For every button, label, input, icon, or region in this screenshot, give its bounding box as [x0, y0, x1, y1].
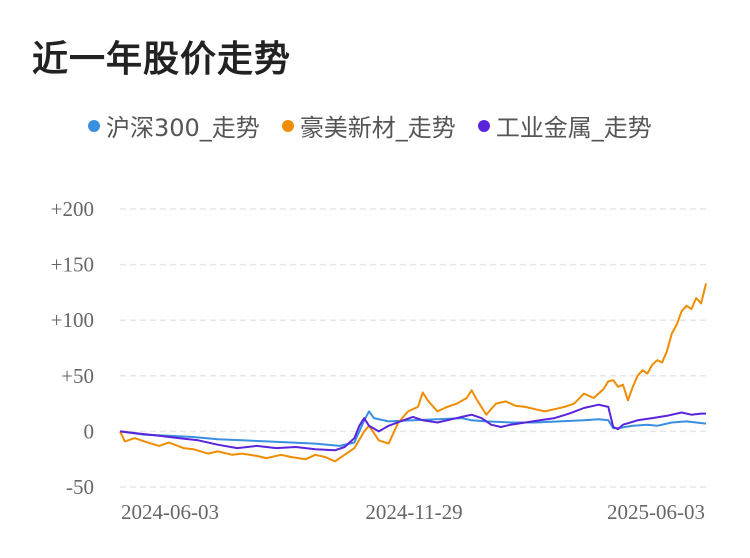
- legend-label-metal: 工业金属_走势: [495, 114, 652, 142]
- x-axis-ticks: 2024-06-03 2024-11-29 2025-06-03: [121, 500, 705, 524]
- series-lines: [119, 283, 707, 463]
- legend-dot-haomei: [281, 119, 294, 132]
- y-tick-label: +50: [61, 364, 94, 388]
- x-tick-label: 2025-06-03: [607, 500, 705, 524]
- chart-title: 近一年股价走势: [32, 39, 292, 80]
- grid-lines: [120, 208, 706, 488]
- y-tick-label: +150: [51, 253, 94, 277]
- legend-dot-metal: [477, 119, 490, 132]
- series-line-2: [119, 403, 706, 452]
- y-tick-label: +200: [51, 197, 94, 221]
- y-axis-ticks: +200 +150 +100 +50 0 -50: [51, 197, 94, 499]
- legend-item-haomei[interactable]: 豪美新材_走势: [281, 108, 456, 143]
- x-tick-label: 2024-11-29: [365, 500, 462, 524]
- x-tick-label: 2024-06-03: [121, 500, 219, 524]
- y-tick-label: 0: [84, 419, 95, 443]
- legend-item-metal[interactable]: 工业金属_走势: [477, 108, 652, 143]
- legend-dot-hs300: [88, 119, 100, 132]
- legend-label-haomei: 豪美新材_走势: [299, 114, 456, 142]
- series-line-1: [119, 283, 707, 463]
- legend-label-hs300: 沪深300_走势: [106, 114, 260, 142]
- legend: 沪深300_走势 豪美新材_走势 工业金属_走势: [88, 108, 652, 143]
- y-tick-label: +100: [51, 308, 94, 332]
- legend-item-hs300[interactable]: 沪深300_走势: [88, 108, 260, 143]
- y-tick-label: -50: [66, 475, 94, 499]
- series-line-0: [119, 410, 707, 447]
